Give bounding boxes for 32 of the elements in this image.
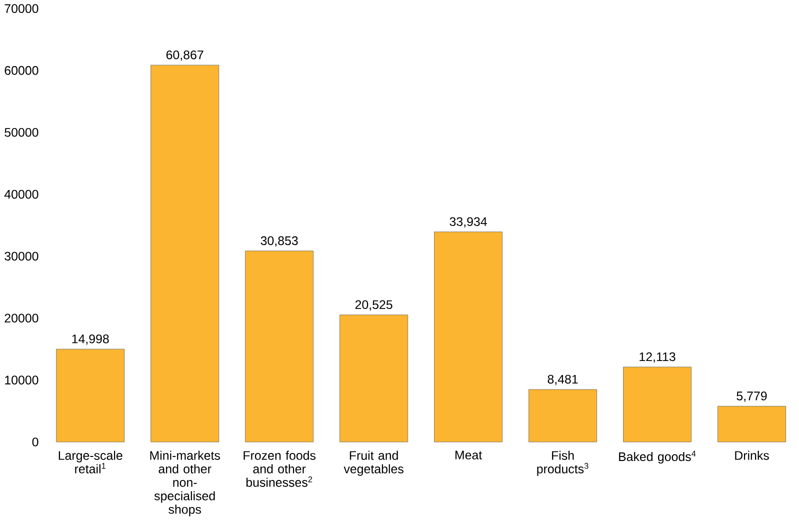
x-tick-label: Fruit and vegetables <box>344 450 404 476</box>
bar <box>528 389 598 442</box>
data-label: 33,934 <box>450 217 487 228</box>
bar <box>150 64 220 442</box>
y-tick-label: 30000 <box>4 252 38 260</box>
data-label: 12,113 <box>640 352 676 362</box>
x-tick-label: Drinks <box>735 450 769 460</box>
x-tick-label: Meat <box>455 450 482 460</box>
data-label: 60,867 <box>166 50 204 61</box>
y-tick-label: 70000 <box>4 4 38 13</box>
data-label: 8,481 <box>548 374 578 385</box>
bar <box>718 406 786 442</box>
x-tick-label: Large-scale retail$^{1}$ <box>58 450 122 474</box>
y-tick-label: 50000 <box>4 128 38 137</box>
x-tick-label: Frozen foods and other businesses$^{2}$ <box>244 450 316 487</box>
bar <box>434 231 503 442</box>
y-tick-label: 10000 <box>5 375 38 384</box>
bar <box>340 314 408 442</box>
x-tick-label: Fish products$^{3}$ <box>537 450 588 476</box>
y-tick-label: 60000 <box>4 66 38 75</box>
y-tick-label: 40000 <box>4 190 38 198</box>
y-tick-label: 0 <box>32 437 38 446</box>
data-label: 14,998 <box>72 334 109 345</box>
x-tick-label: Mini-markets and other non-specialised shops <box>150 450 220 516</box>
data-label: 20,525 <box>355 300 392 310</box>
data-label: 5,779 <box>736 391 767 402</box>
bar <box>56 348 125 442</box>
y-tick-label: 20000 <box>4 314 38 322</box>
bar <box>245 250 314 442</box>
bar <box>623 366 692 442</box>
data-label: 30,853 <box>260 236 298 246</box>
x-tick-label: Baked goods$^{4}$ <box>619 450 696 464</box>
